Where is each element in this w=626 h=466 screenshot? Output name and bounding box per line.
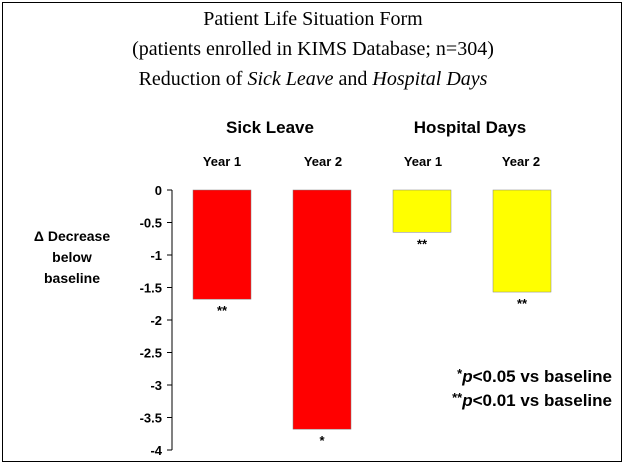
footnote-p-001: **p<0.01 vs baseline: [452, 390, 612, 411]
footnote-2-p: p: [462, 391, 473, 410]
category-label-sick-leave-year-2: Year 2: [303, 154, 343, 169]
y-axis-label-line-3: baseline: [43, 270, 101, 286]
bar-0-1: [292, 189, 352, 430]
group-label-sick-leave: Sick Leave: [226, 118, 314, 137]
significance-marker: **: [417, 236, 428, 251]
y-tick-label: -1.5: [140, 281, 162, 296]
y-tick-label: -4: [150, 443, 162, 458]
chart-title-line-1: Patient Life Situation Form: [203, 8, 423, 30]
y-tick-label: -0.5: [140, 216, 162, 231]
footnote-1-p: p: [462, 367, 473, 386]
significance-marker: *: [319, 433, 325, 448]
y-tick-label: 0: [155, 183, 162, 198]
y-axis-label-line-2: below: [52, 249, 92, 265]
bar-0-0: [192, 189, 252, 300]
title-prefix: Reduction of: [138, 68, 248, 90]
y-axis-label-line-1: Δ Decrease: [33, 228, 111, 244]
chart-frame: [2, 2, 622, 462]
category-label-hospital-days-year-1: Year 1: [403, 154, 443, 169]
footnote-1-text: <0.05 vs baseline: [472, 367, 612, 386]
title-hospital-days: Hospital Days: [372, 68, 488, 90]
chart-title-line-3: Reduction of Sick Leave and Hospital Day…: [0, 68, 626, 91]
category-label-hospital-days-year-2: Year 2: [501, 154, 541, 169]
group-label-hospital-days: Hospital Days: [413, 118, 527, 137]
bar-1-1: [492, 189, 552, 293]
category-label-sick-leave-year-1: Year 1: [202, 154, 242, 169]
y-tick-label: -2: [150, 313, 162, 328]
y-axis-label: Δ Decrease below baseline: [12, 226, 132, 289]
significance-marker: **: [517, 296, 528, 311]
bar-1-0: [392, 189, 452, 233]
footnote-2-text: <0.01 vs baseline: [472, 391, 612, 410]
footnote-p-005: *p<0.05 vs baseline: [457, 366, 612, 387]
y-tick-label: -2.5: [140, 346, 162, 361]
title-sick-leave: Sick Leave: [247, 68, 334, 90]
title-middle: and: [333, 68, 373, 90]
footnote-2-stars: **: [452, 390, 463, 405]
footnote-1-stars: *: [457, 366, 463, 381]
y-tick-label: -1: [150, 248, 162, 263]
significance-marker: **: [217, 303, 228, 318]
y-tick-label: -3: [150, 378, 162, 393]
y-tick-label: -3.5: [140, 411, 162, 426]
chart-title-line-2: (patients enrolled in KIMS Database; n=3…: [132, 38, 494, 60]
